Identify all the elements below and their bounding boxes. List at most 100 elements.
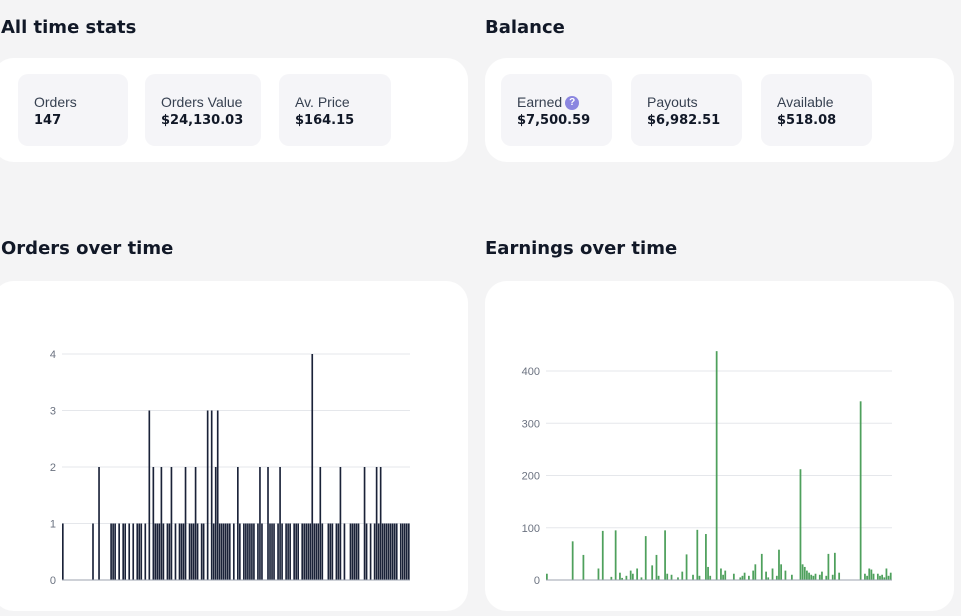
bar[interactable] [363, 467, 366, 580]
bar[interactable] [681, 571, 684, 580]
bar[interactable] [253, 523, 255, 581]
bar[interactable] [289, 523, 291, 581]
bar[interactable] [210, 410, 213, 581]
bar[interactable] [180, 523, 183, 581]
bar[interactable] [206, 410, 209, 581]
bar[interactable] [655, 554, 658, 580]
bar[interactable] [339, 467, 342, 580]
bar[interactable] [821, 571, 823, 580]
bar[interactable] [319, 467, 322, 580]
bar[interactable] [692, 574, 694, 580]
bar[interactable] [771, 568, 774, 580]
bar[interactable] [287, 523, 289, 581]
bar[interactable] [629, 570, 632, 580]
bar[interactable] [178, 523, 181, 581]
bar[interactable] [138, 523, 141, 581]
bar[interactable] [666, 573, 669, 580]
bar[interactable] [395, 523, 398, 581]
bar[interactable] [790, 574, 793, 580]
bar[interactable] [124, 523, 127, 581]
bar[interactable] [114, 523, 116, 581]
bar[interactable] [62, 523, 64, 581]
bar[interactable] [226, 523, 229, 581]
bar[interactable] [724, 570, 727, 580]
bar[interactable] [705, 534, 707, 580]
bar[interactable] [833, 552, 836, 580]
bar[interactable] [775, 575, 778, 580]
bar[interactable] [765, 571, 767, 580]
bar[interactable] [814, 573, 817, 580]
bar[interactable] [214, 467, 217, 580]
bar[interactable] [403, 523, 406, 581]
bar[interactable] [614, 530, 617, 580]
bar[interactable] [365, 523, 368, 581]
bar[interactable] [754, 564, 757, 580]
bar[interactable] [122, 523, 124, 581]
bar[interactable] [132, 523, 135, 581]
bar[interactable] [293, 523, 295, 581]
bar[interactable] [317, 523, 320, 581]
bar[interactable] [743, 572, 746, 580]
bar[interactable] [200, 523, 203, 581]
bar[interactable] [247, 523, 249, 581]
bar[interactable] [597, 568, 600, 580]
bar[interactable] [709, 575, 712, 580]
bar[interactable] [546, 573, 548, 580]
bar[interactable] [385, 523, 388, 581]
bar[interactable] [228, 523, 231, 581]
bar[interactable] [601, 530, 604, 580]
bar[interactable] [780, 564, 783, 580]
bar[interactable] [810, 574, 813, 580]
bar[interactable] [239, 523, 241, 581]
bar[interactable] [92, 523, 94, 581]
bar[interactable] [369, 523, 372, 581]
bar[interactable] [357, 523, 360, 581]
bar[interactable] [154, 523, 157, 581]
bar[interactable] [337, 523, 340, 581]
bar[interactable] [739, 577, 742, 580]
bar[interactable] [748, 575, 750, 580]
bar[interactable] [801, 564, 804, 580]
bar[interactable] [838, 572, 841, 580]
bar[interactable] [261, 523, 263, 581]
bar[interactable] [148, 410, 151, 581]
bar[interactable] [373, 523, 376, 581]
bar[interactable] [222, 523, 225, 581]
bar[interactable] [245, 523, 247, 581]
bar[interactable] [224, 523, 227, 581]
bar[interactable] [621, 577, 623, 580]
bar[interactable] [192, 523, 195, 581]
bar[interactable] [285, 523, 287, 581]
bar[interactable] [664, 530, 666, 580]
bar[interactable] [174, 523, 177, 581]
bar[interactable] [277, 523, 279, 581]
bar[interactable] [741, 575, 744, 580]
bar[interactable] [808, 572, 810, 580]
bar[interactable] [831, 574, 834, 580]
bar[interactable] [343, 523, 346, 581]
bar[interactable] [767, 577, 770, 580]
bar[interactable] [305, 523, 308, 581]
bar[interactable] [170, 467, 173, 580]
bar[interactable] [885, 568, 888, 580]
bar[interactable] [375, 467, 378, 580]
bar[interactable] [190, 523, 193, 581]
bar[interactable] [218, 523, 221, 581]
bar[interactable] [279, 467, 281, 580]
bar[interactable] [156, 523, 159, 581]
bar[interactable] [321, 523, 324, 581]
bar[interactable] [670, 574, 673, 580]
bar[interactable] [377, 523, 380, 581]
bar[interactable] [353, 523, 356, 581]
bar[interactable] [879, 575, 881, 580]
bar[interactable] [405, 523, 408, 581]
bar[interactable] [307, 523, 310, 581]
bar[interactable] [331, 523, 334, 581]
bar[interactable] [696, 529, 699, 580]
bar[interactable] [399, 523, 402, 581]
bar[interactable] [407, 523, 410, 581]
bar[interactable] [295, 523, 297, 581]
bar[interactable] [859, 401, 862, 580]
bar[interactable] [329, 523, 332, 581]
bar[interactable] [267, 467, 269, 580]
